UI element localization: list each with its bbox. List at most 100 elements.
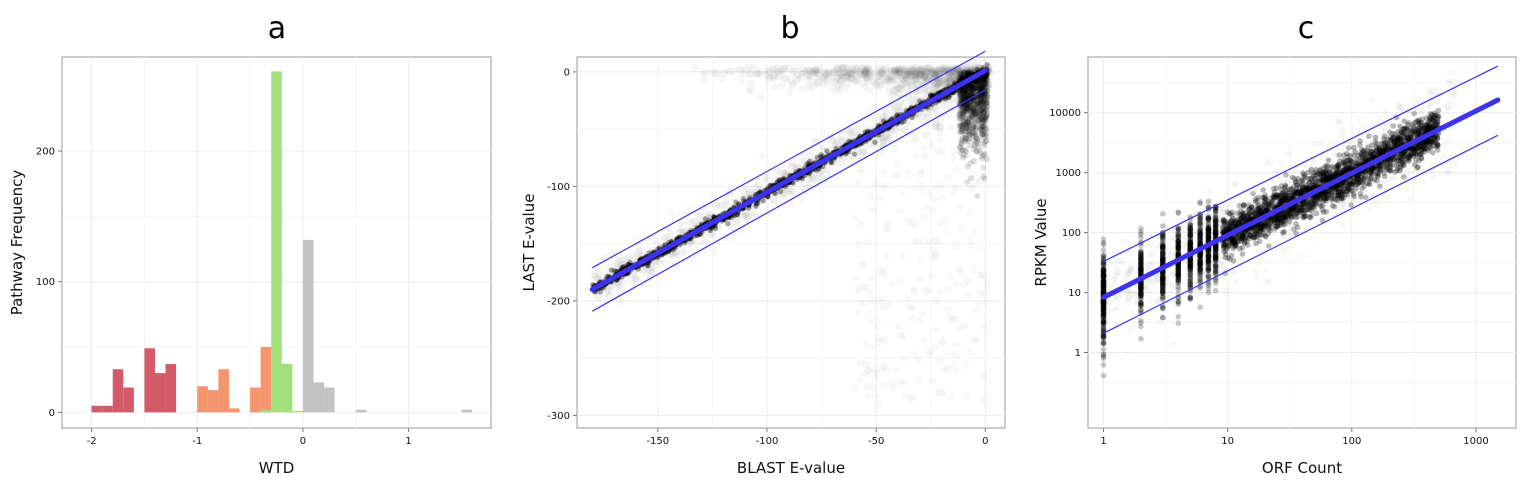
point [968, 82, 975, 89]
point [1159, 281, 1166, 288]
point [962, 135, 969, 142]
point [966, 83, 973, 90]
point [740, 195, 746, 202]
point [958, 69, 965, 76]
point [966, 128, 973, 135]
point [975, 85, 982, 92]
point [1138, 290, 1144, 297]
bar [461, 409, 472, 413]
point [818, 152, 824, 158]
bar [154, 373, 166, 413]
point [978, 102, 985, 109]
point [961, 71, 968, 78]
point [1159, 250, 1166, 257]
point [980, 79, 987, 86]
point [979, 90, 986, 97]
point [976, 84, 983, 91]
point [959, 110, 966, 117]
point [970, 102, 977, 109]
point [1100, 320, 1107, 326]
point [978, 125, 985, 132]
point [964, 292, 972, 300]
point [972, 78, 979, 85]
point [1100, 261, 1107, 267]
point [979, 98, 986, 105]
point [964, 102, 971, 109]
point [1159, 239, 1166, 246]
point [889, 75, 897, 83]
point [1175, 263, 1182, 270]
point [965, 348, 973, 356]
point [971, 119, 978, 126]
point [1175, 262, 1182, 269]
point [833, 145, 839, 152]
point [953, 367, 961, 375]
point [1100, 305, 1107, 312]
point [745, 86, 753, 94]
point [1175, 210, 1182, 216]
point [962, 88, 969, 95]
point [982, 114, 989, 121]
point [978, 75, 985, 82]
point [974, 300, 982, 308]
point [977, 176, 985, 184]
point [959, 104, 966, 111]
point [1138, 301, 1144, 307]
point [1138, 266, 1144, 272]
point [1159, 314, 1166, 321]
point [1159, 273, 1166, 280]
point [1138, 301, 1144, 307]
point [1100, 279, 1107, 285]
point [891, 171, 899, 179]
point [978, 85, 985, 92]
point [980, 80, 987, 87]
point [984, 103, 991, 110]
point [1100, 300, 1107, 307]
point [1100, 247, 1107, 253]
point [851, 151, 858, 157]
point [963, 89, 970, 96]
point [1175, 278, 1182, 284]
point [965, 69, 972, 76]
point [1100, 301, 1107, 307]
point [928, 92, 934, 99]
point [1100, 262, 1107, 268]
point [1175, 251, 1182, 258]
point [964, 163, 971, 170]
point [1100, 332, 1107, 339]
point [956, 74, 963, 81]
point [1138, 285, 1144, 292]
point [1159, 314, 1166, 321]
point [973, 139, 980, 146]
point [851, 214, 859, 222]
point [971, 101, 978, 108]
point [957, 121, 964, 128]
point [726, 67, 734, 75]
point [1159, 277, 1166, 284]
point [981, 106, 988, 113]
point [968, 91, 975, 98]
point [971, 228, 979, 236]
point [971, 141, 978, 148]
point [983, 112, 990, 119]
point [931, 296, 939, 304]
point [973, 106, 980, 113]
point [980, 85, 987, 92]
point [1100, 284, 1107, 290]
point [980, 372, 988, 380]
point [963, 391, 971, 399]
point [966, 121, 973, 128]
x-tick-label: 1000 [1463, 436, 1488, 447]
point [978, 128, 985, 135]
point [952, 80, 958, 86]
point [912, 96, 920, 104]
point [956, 110, 963, 117]
point [970, 123, 977, 130]
point [957, 144, 964, 151]
point [946, 273, 954, 281]
point [981, 107, 988, 114]
point [1159, 251, 1166, 258]
point [981, 151, 988, 158]
point [970, 95, 977, 102]
point [1100, 309, 1107, 315]
